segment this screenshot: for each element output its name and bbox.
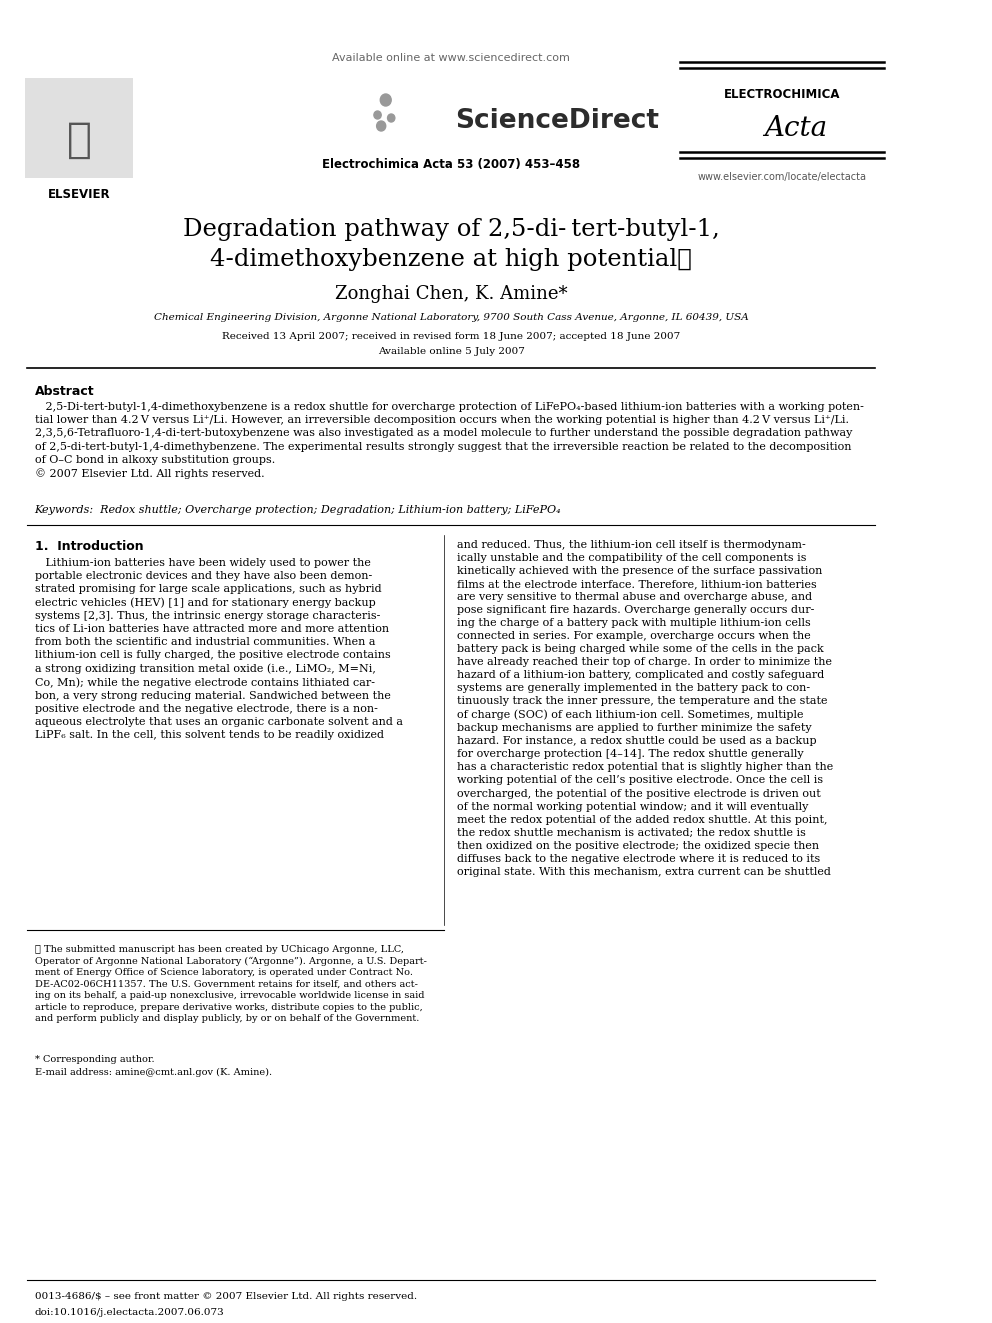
Circle shape	[380, 94, 391, 106]
Text: Received 13 April 2007; received in revised form 18 June 2007; accepted 18 June : Received 13 April 2007; received in revi…	[222, 332, 681, 341]
Circle shape	[388, 114, 395, 122]
Circle shape	[374, 111, 381, 119]
Text: * Corresponding author.: * Corresponding author.	[35, 1054, 154, 1064]
Text: Degradation pathway of 2,5-di- tert-butyl-1,: Degradation pathway of 2,5-di- tert-buty…	[183, 218, 719, 241]
Text: Abstract: Abstract	[35, 385, 94, 398]
Text: Acta: Acta	[765, 115, 827, 142]
Text: Available online at www.sciencedirect.com: Available online at www.sciencedirect.co…	[332, 53, 570, 64]
Text: 0013-4686/$ – see front matter © 2007 Elsevier Ltd. All rights reserved.: 0013-4686/$ – see front matter © 2007 El…	[35, 1293, 417, 1301]
Text: Electrochimica Acta 53 (2007) 453–458: Electrochimica Acta 53 (2007) 453–458	[322, 157, 580, 171]
Text: 4-dimethoxybenzene at high potential★: 4-dimethoxybenzene at high potential★	[210, 247, 692, 271]
Text: Keywords:  Redox shuttle; Overcharge protection; Degradation; Lithium-ion batter: Keywords: Redox shuttle; Overcharge prot…	[35, 505, 561, 515]
Text: 1.  Introduction: 1. Introduction	[35, 540, 143, 553]
Text: and reduced. Thus, the lithium-ion cell itself is thermodynam-
ically unstable a: and reduced. Thus, the lithium-ion cell …	[456, 540, 833, 877]
Text: doi:10.1016/j.electacta.2007.06.073: doi:10.1016/j.electacta.2007.06.073	[35, 1308, 224, 1316]
Circle shape	[377, 120, 386, 131]
Text: ELECTROCHIMICA: ELECTROCHIMICA	[724, 89, 840, 101]
Text: Zonghai Chen, K. Amine*: Zonghai Chen, K. Amine*	[335, 284, 567, 303]
Text: ELSEVIER: ELSEVIER	[48, 188, 110, 201]
Text: 🌳: 🌳	[66, 119, 91, 161]
Text: ★ The submitted manuscript has been created by UChicago Argonne, LLC,
Operator o: ★ The submitted manuscript has been crea…	[35, 945, 427, 1023]
Bar	[26, 78, 133, 179]
Text: Available online 5 July 2007: Available online 5 July 2007	[378, 347, 525, 356]
Text: E-mail address: amine@cmt.anl.gov (K. Amine).: E-mail address: amine@cmt.anl.gov (K. Am…	[35, 1068, 272, 1077]
Text: 2,5-Di-tert-butyl-1,4-dimethoxybenzene is a redox shuttle for overcharge protect: 2,5-Di-tert-butyl-1,4-dimethoxybenzene i…	[35, 402, 863, 479]
Text: ScienceDirect: ScienceDirect	[455, 108, 659, 134]
Text: Chemical Engineering Division, Argonne National Laboratory, 9700 South Cass Aven: Chemical Engineering Division, Argonne N…	[154, 314, 749, 321]
Text: Lithium-ion batteries have been widely used to power the
portable electronic dev: Lithium-ion batteries have been widely u…	[35, 558, 403, 740]
Text: www.elsevier.com/locate/electacta: www.elsevier.com/locate/electacta	[698, 172, 867, 183]
